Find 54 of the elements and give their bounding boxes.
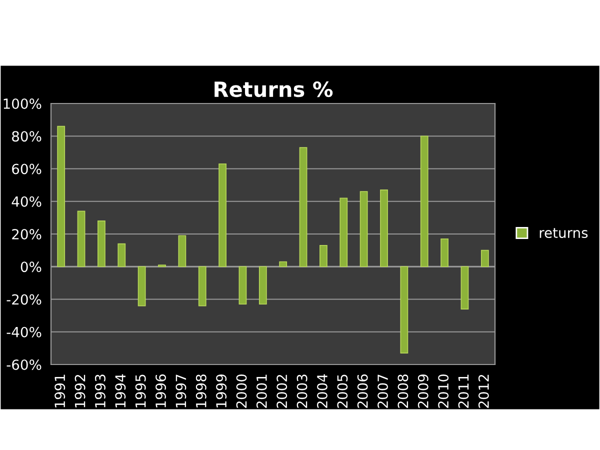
bar <box>420 136 428 268</box>
x-tick-label: 1997 <box>176 374 186 408</box>
x-tick-label: 1995 <box>135 374 146 408</box>
x-tick-label: 2004 <box>316 374 328 408</box>
x-tick-label: 1992 <box>74 374 86 408</box>
x-tick-label: 1999 <box>216 374 227 408</box>
bar <box>98 220 106 268</box>
x-tick-label: 1998 <box>196 374 206 408</box>
bar <box>440 238 448 268</box>
bar <box>118 243 126 268</box>
x-tick-label: 2005 <box>337 374 348 408</box>
bar <box>340 198 348 268</box>
x-tick-label: 2012 <box>478 374 489 408</box>
y-tick-label: 100% <box>4 98 42 109</box>
x-tick-label: 2008 <box>398 374 408 408</box>
bar <box>198 266 206 306</box>
y-tick-label: 40% <box>12 196 42 207</box>
x-tick-label: 2001 <box>256 374 267 408</box>
bar <box>57 126 66 268</box>
x-tick-label: 1991 <box>54 374 66 408</box>
x-tick-label: 1994 <box>115 374 126 408</box>
bar <box>460 266 469 310</box>
x-tick-label: 2000 <box>236 374 247 408</box>
x-tick-label: 2011 <box>458 374 469 408</box>
y-tick-label: -40% <box>6 326 42 338</box>
bar <box>178 235 186 268</box>
bar <box>279 261 288 268</box>
y-tick-label: 20% <box>12 228 42 240</box>
y-tick-label: 80% <box>12 131 42 142</box>
y-tick-label: -20% <box>6 294 42 305</box>
x-tick-label: 1993 <box>94 374 106 408</box>
y-tick-label: 0% <box>20 262 42 272</box>
chart-title: Returns % <box>214 81 333 98</box>
bar <box>480 250 489 268</box>
y-tick-label: -60% <box>6 359 42 370</box>
y-tick-label: 60% <box>12 164 42 174</box>
bar <box>380 190 388 268</box>
bar <box>360 191 368 268</box>
bar <box>320 245 328 268</box>
x-tick-label: 2009 <box>418 374 428 408</box>
bar <box>138 266 146 306</box>
bar <box>238 266 247 305</box>
x-tick-label: 2007 <box>378 374 388 408</box>
bar <box>258 266 267 305</box>
bar <box>400 266 408 354</box>
x-tick-label: 2003 <box>296 374 308 408</box>
bar <box>299 147 308 268</box>
bar <box>77 210 86 268</box>
x-tick-label: 2010 <box>438 374 449 408</box>
legend-label: returns <box>540 228 588 238</box>
bar <box>218 163 226 268</box>
x-tick-label: 2002 <box>276 374 288 408</box>
x-tick-label: 2006 <box>357 374 368 408</box>
x-tick-label: 1996 <box>156 374 166 408</box>
